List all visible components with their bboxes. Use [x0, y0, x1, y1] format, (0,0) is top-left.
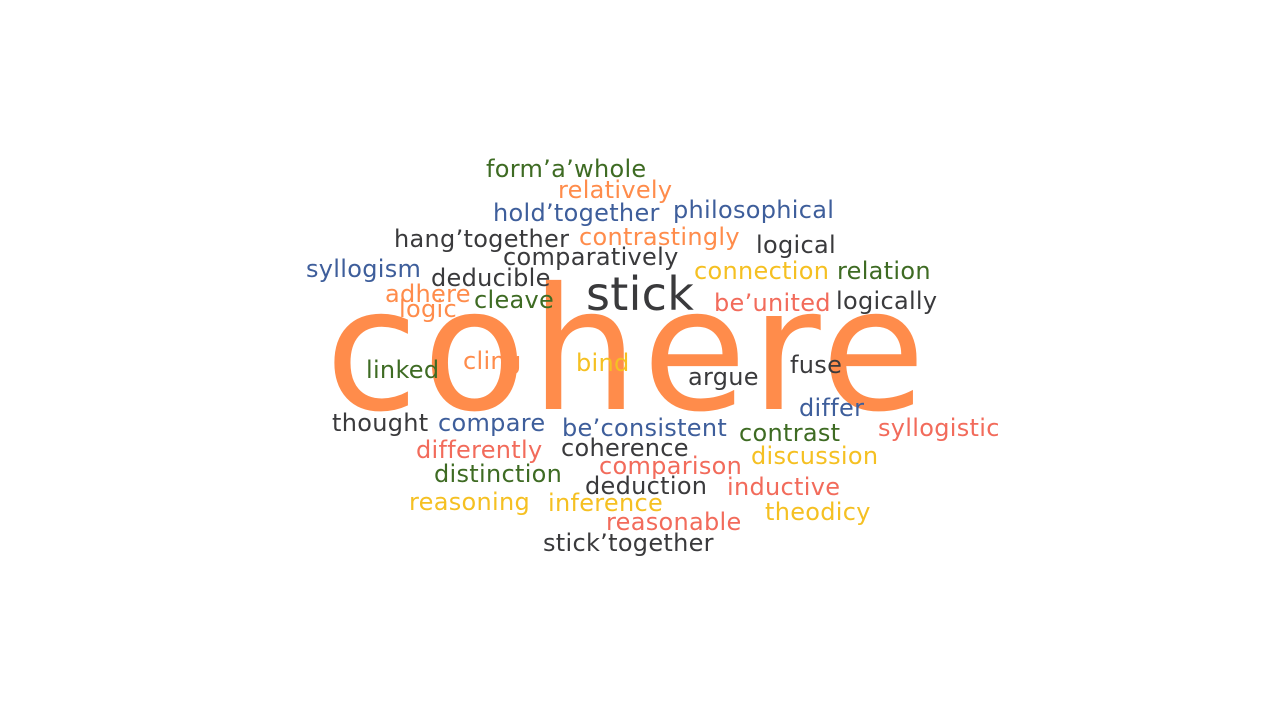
word-logic: logic	[399, 295, 457, 323]
word-reasoning: reasoning	[409, 488, 531, 516]
word-argue: argue	[688, 363, 759, 391]
word-contrast: contrast	[739, 419, 841, 447]
word-compare: compare	[438, 409, 546, 437]
word-hang-together: hang’together	[394, 225, 570, 253]
word-form-a-whole: form’a’whole	[486, 155, 647, 183]
word-logically: logically	[836, 287, 938, 315]
word-be-consistent: be’consistent	[562, 414, 728, 442]
word-distinction: distinction	[434, 460, 563, 488]
word-relation: relation	[837, 257, 931, 285]
word-differently: differently	[416, 436, 543, 464]
word-adhere: adhere	[385, 280, 471, 308]
word-linked: linked	[366, 356, 440, 384]
word-philosophical: philosophical	[673, 196, 835, 224]
word-deduction: deduction	[585, 472, 708, 500]
word-connection: connection	[694, 257, 830, 285]
word-contrastingly: contrastingly	[579, 223, 740, 251]
word-bind: bind	[576, 349, 630, 377]
word-coherence: coherence	[561, 434, 689, 462]
main-word: cohere	[325, 252, 930, 450]
word-fuse: fuse	[790, 351, 843, 379]
word-logical: logical	[756, 231, 836, 259]
word-thought: thought	[332, 409, 429, 437]
word-hold-together: hold’together	[493, 199, 660, 227]
word-differ: differ	[799, 394, 865, 422]
word-deducible: deducible	[431, 264, 551, 292]
word-relatively: relatively	[558, 176, 673, 204]
word-stick-together: stick’together	[543, 529, 714, 557]
word-stick: stick	[586, 267, 695, 321]
word-cling: cling	[463, 347, 522, 375]
word-theodicy: theodicy	[765, 498, 871, 526]
word-comparison: comparison	[599, 452, 743, 480]
word-syllogism: syllogism	[306, 255, 422, 283]
word-cleave: cleave	[474, 286, 555, 314]
word-reasonable: reasonable	[606, 508, 742, 536]
word-comparatively: comparatively	[503, 243, 679, 271]
word-discussion: discussion	[751, 442, 879, 470]
word-syllogistic: syllogistic	[878, 414, 1000, 442]
word-inference: inference	[548, 489, 664, 517]
word-inductive: inductive	[727, 473, 841, 501]
word-be-united: be’united	[714, 289, 831, 317]
